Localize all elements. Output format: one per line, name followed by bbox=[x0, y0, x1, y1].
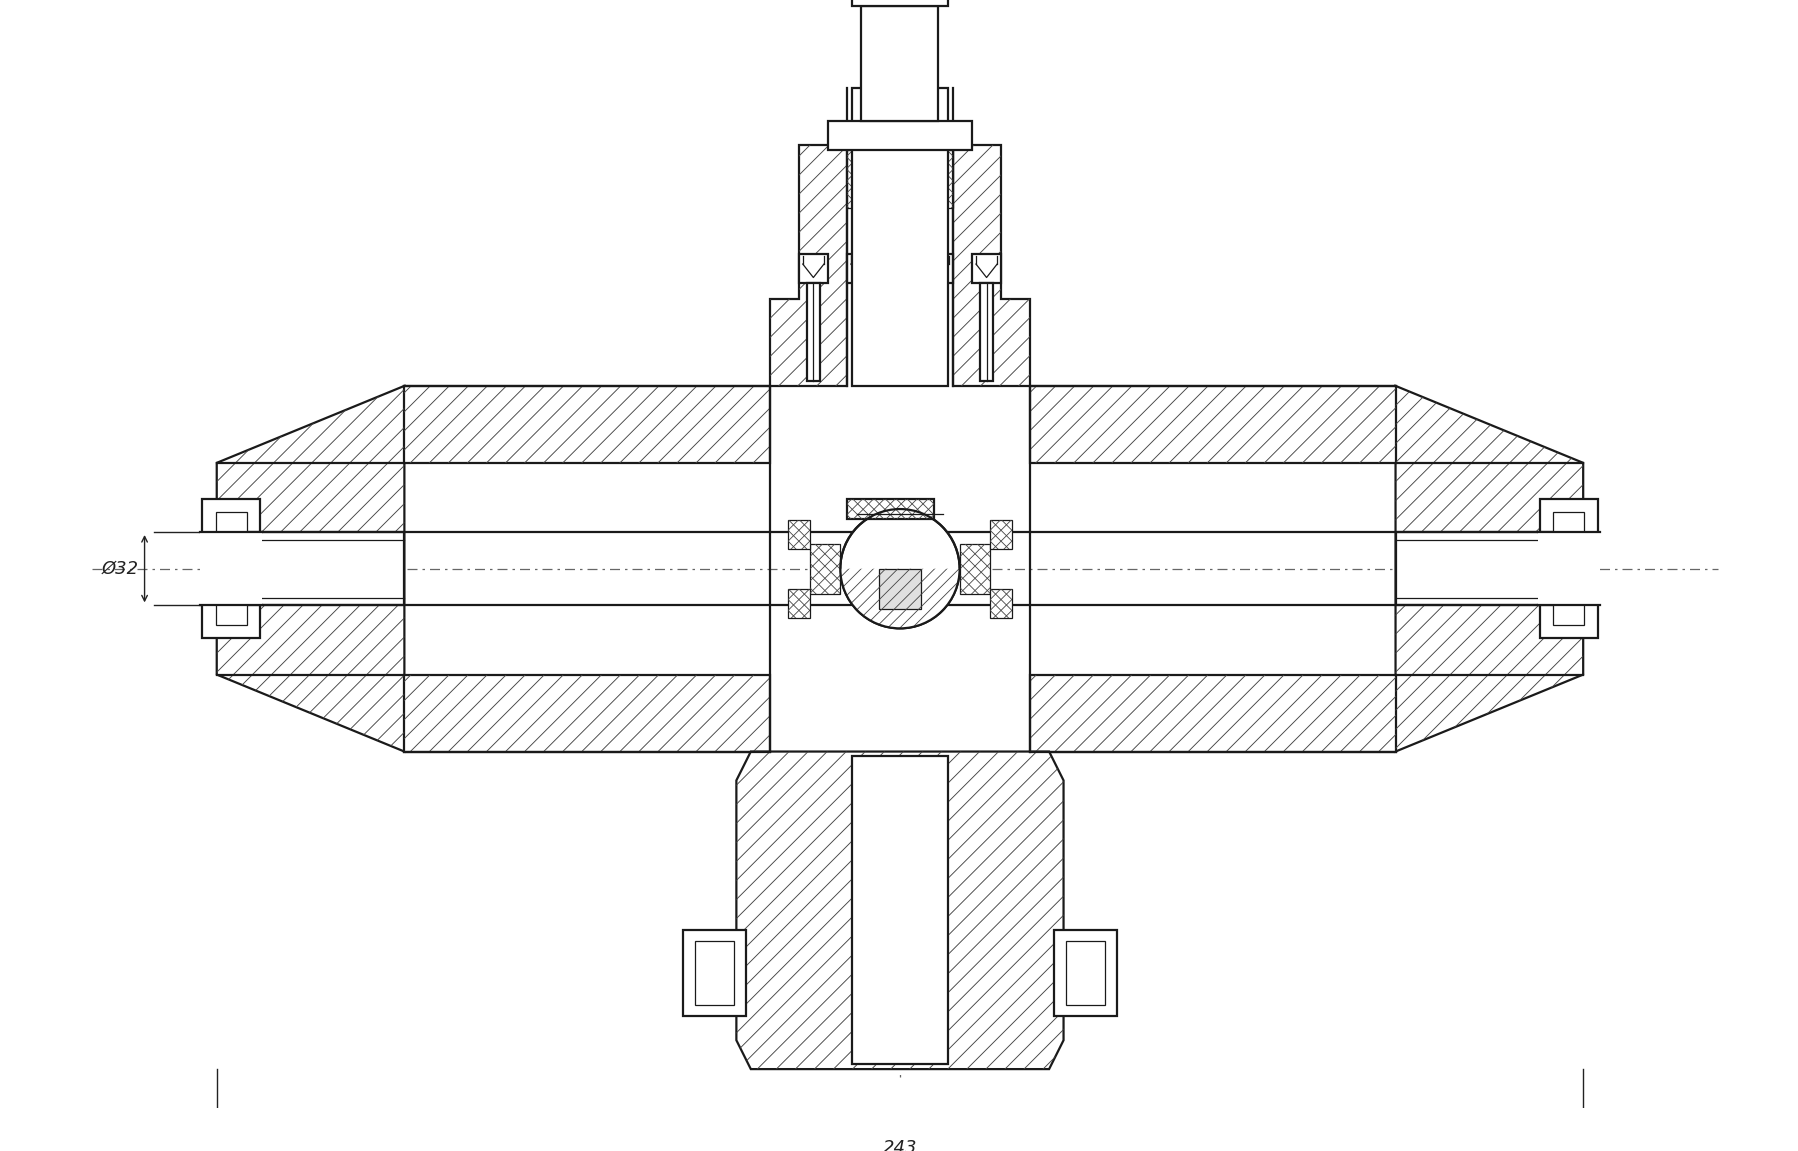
Bar bbox=[694, 942, 734, 1005]
Text: 243: 243 bbox=[883, 1139, 917, 1151]
Polygon shape bbox=[788, 519, 809, 549]
Polygon shape bbox=[770, 145, 847, 386]
Polygon shape bbox=[1395, 386, 1584, 752]
Bar bbox=[827, 121, 973, 150]
Bar bbox=[852, 0, 948, 6]
Polygon shape bbox=[737, 752, 1064, 1069]
Polygon shape bbox=[960, 543, 991, 594]
Bar bbox=[218, 532, 405, 605]
Polygon shape bbox=[930, 150, 953, 208]
Bar bbox=[1537, 532, 1600, 605]
Bar bbox=[200, 532, 263, 605]
Bar bbox=[931, 283, 946, 381]
Bar bbox=[847, 254, 876, 283]
Text: Ø32: Ø32 bbox=[102, 559, 138, 578]
Bar bbox=[1054, 930, 1117, 1016]
Bar bbox=[216, 512, 246, 625]
Bar bbox=[807, 283, 820, 381]
Bar bbox=[1066, 942, 1106, 1005]
Bar bbox=[798, 254, 827, 283]
Polygon shape bbox=[953, 145, 1030, 386]
Polygon shape bbox=[1030, 386, 1395, 463]
Bar bbox=[683, 930, 746, 1016]
Polygon shape bbox=[405, 674, 770, 752]
Polygon shape bbox=[991, 589, 1012, 618]
Bar bbox=[924, 254, 953, 283]
Polygon shape bbox=[840, 569, 960, 628]
Bar bbox=[861, 6, 939, 121]
Polygon shape bbox=[847, 150, 870, 208]
Bar bbox=[203, 498, 261, 639]
Polygon shape bbox=[788, 589, 809, 618]
Circle shape bbox=[840, 509, 960, 628]
Bar bbox=[980, 283, 992, 381]
Bar bbox=[1395, 532, 1584, 605]
Bar bbox=[854, 283, 868, 381]
Polygon shape bbox=[809, 543, 840, 594]
Bar bbox=[879, 569, 921, 609]
Polygon shape bbox=[405, 386, 770, 463]
Polygon shape bbox=[991, 519, 1012, 549]
Bar bbox=[1539, 498, 1598, 639]
Polygon shape bbox=[847, 500, 933, 519]
Bar bbox=[852, 87, 948, 386]
Bar bbox=[852, 756, 948, 1065]
Polygon shape bbox=[218, 386, 405, 752]
Bar bbox=[1553, 512, 1584, 625]
Polygon shape bbox=[1030, 674, 1395, 752]
Bar bbox=[973, 254, 1001, 283]
